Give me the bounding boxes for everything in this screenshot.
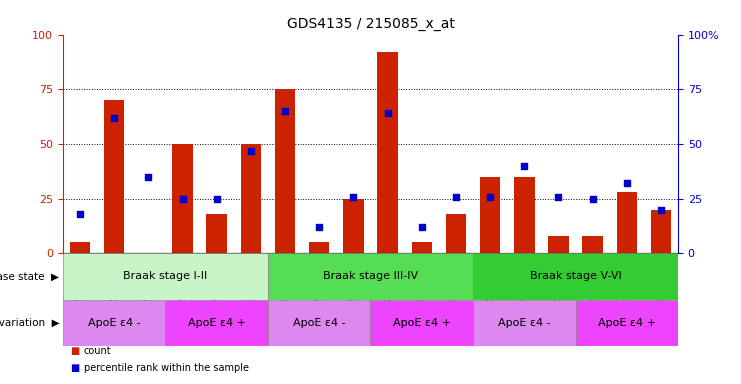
Text: count: count xyxy=(84,346,111,356)
Bar xyxy=(343,199,364,253)
Point xyxy=(176,196,188,202)
Text: ApoE ε4 -: ApoE ε4 - xyxy=(498,318,551,328)
Text: Braak stage V-VI: Braak stage V-VI xyxy=(530,271,622,281)
Bar xyxy=(370,300,473,346)
Text: ApoE ε4 +: ApoE ε4 + xyxy=(598,318,656,328)
Bar xyxy=(275,89,296,253)
Bar xyxy=(411,243,432,253)
Point xyxy=(348,194,359,200)
Bar xyxy=(473,253,678,300)
Point xyxy=(518,163,530,169)
Bar xyxy=(70,243,90,253)
Bar xyxy=(473,300,576,346)
Bar xyxy=(651,210,671,253)
Text: Braak stage I-II: Braak stage I-II xyxy=(123,271,207,281)
Bar xyxy=(165,300,268,346)
Bar xyxy=(173,144,193,253)
Bar xyxy=(582,236,603,253)
Text: Braak stage III-IV: Braak stage III-IV xyxy=(323,271,418,281)
Bar xyxy=(480,177,500,253)
Text: disease state  ▶: disease state ▶ xyxy=(0,271,59,281)
Bar xyxy=(268,300,370,346)
Point xyxy=(553,194,565,200)
Text: ApoE ε4 +: ApoE ε4 + xyxy=(393,318,451,328)
Bar xyxy=(514,177,534,253)
Text: ■: ■ xyxy=(70,346,79,356)
Text: ApoE ε4 +: ApoE ε4 + xyxy=(187,318,246,328)
Bar xyxy=(617,192,637,253)
Bar xyxy=(268,253,473,300)
Bar xyxy=(377,52,398,253)
Point xyxy=(382,110,393,116)
Text: ApoE ε4 -: ApoE ε4 - xyxy=(88,318,141,328)
Point xyxy=(74,211,86,217)
Bar xyxy=(63,253,268,300)
Bar xyxy=(548,236,568,253)
Point xyxy=(210,196,222,202)
Bar xyxy=(445,214,466,253)
Text: GDS4135 / 215085_x_at: GDS4135 / 215085_x_at xyxy=(287,17,454,31)
Point xyxy=(108,115,120,121)
Bar xyxy=(104,100,124,253)
Point xyxy=(450,194,462,200)
Text: percentile rank within the sample: percentile rank within the sample xyxy=(84,363,249,373)
Text: ■: ■ xyxy=(70,363,79,373)
Point xyxy=(313,224,325,230)
Bar xyxy=(207,214,227,253)
Point xyxy=(416,224,428,230)
Point xyxy=(621,180,633,187)
Text: genotype/variation  ▶: genotype/variation ▶ xyxy=(0,318,59,328)
Bar xyxy=(241,144,261,253)
Bar xyxy=(309,243,330,253)
Bar xyxy=(63,300,165,346)
Point xyxy=(245,147,257,154)
Point xyxy=(655,207,667,213)
Point xyxy=(484,194,496,200)
Point xyxy=(142,174,154,180)
Point xyxy=(279,108,291,114)
Point xyxy=(587,196,599,202)
Text: ApoE ε4 -: ApoE ε4 - xyxy=(293,318,345,328)
Bar xyxy=(576,300,678,346)
